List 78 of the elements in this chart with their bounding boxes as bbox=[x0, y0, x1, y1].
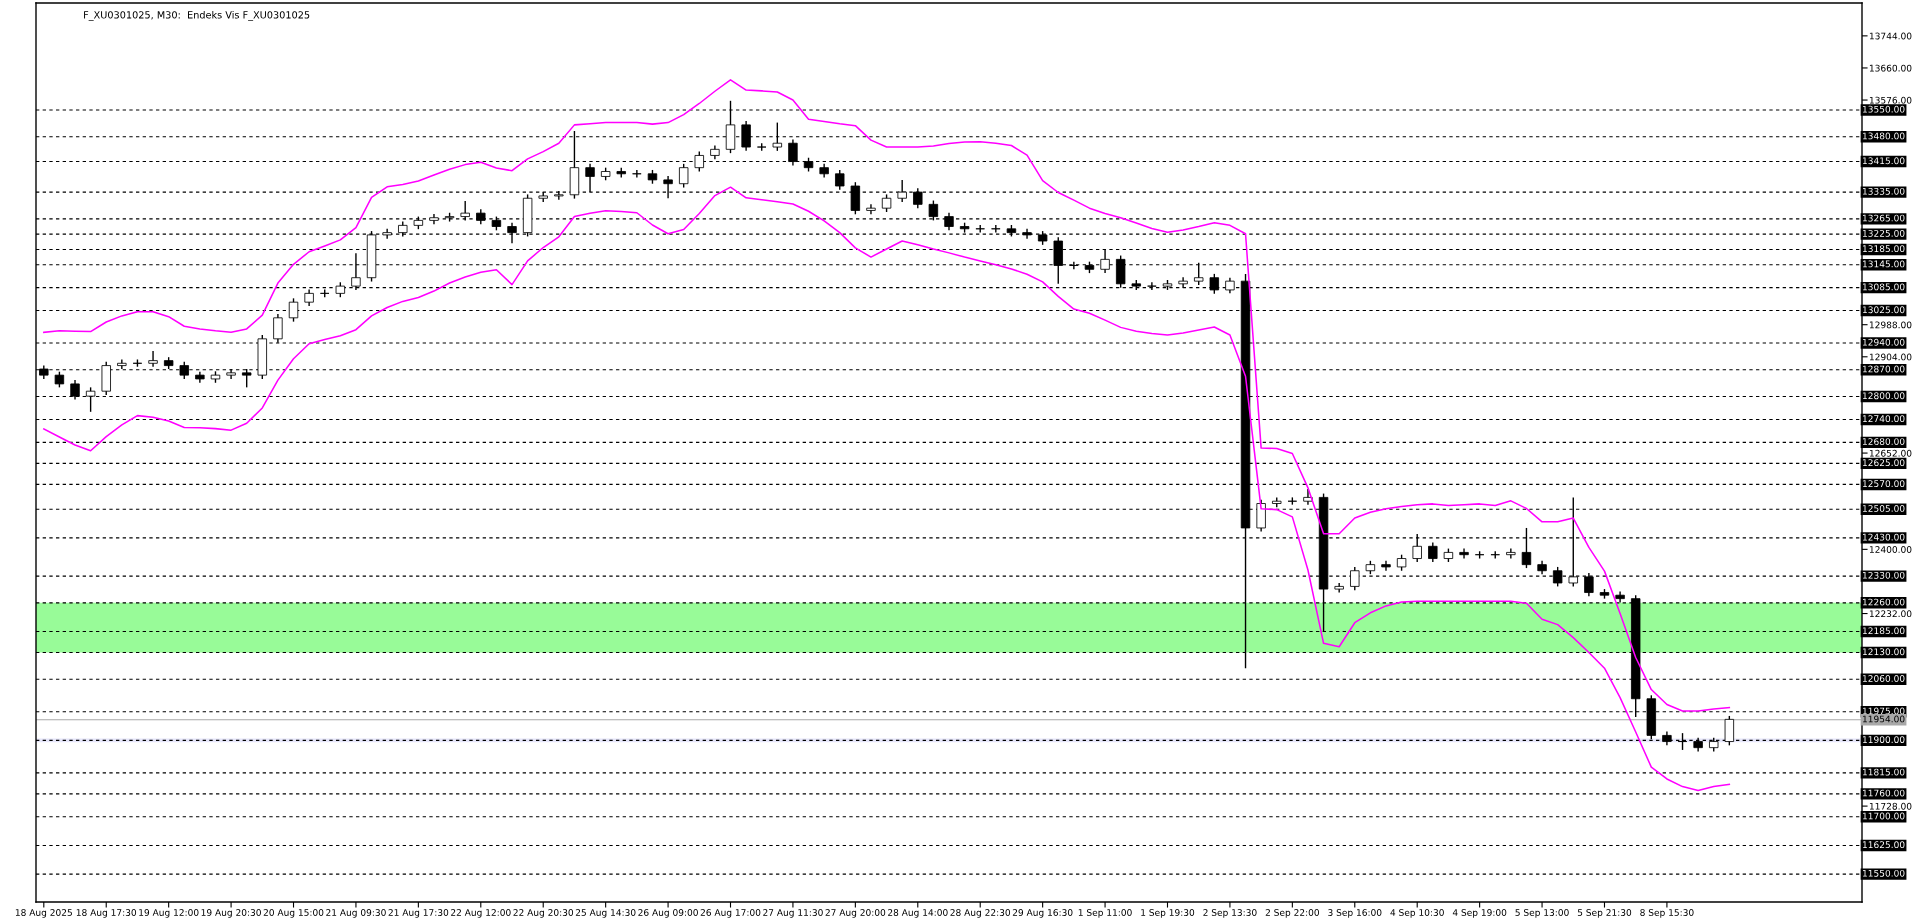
ref-line-label: 12130.00 bbox=[1862, 648, 1905, 656]
x-tick-label: 26 Aug 09:00 bbox=[638, 909, 698, 918]
ref-line-label: 12570.00 bbox=[1862, 480, 1905, 488]
y-tick-label: 11728.00 bbox=[1869, 802, 1912, 810]
ref-line-label: 13025.00 bbox=[1862, 306, 1905, 314]
candlestick bbox=[866, 203, 876, 215]
ref-line-label: 13085.00 bbox=[1862, 283, 1905, 291]
x-tick-label: 19 Aug 12:00 bbox=[139, 909, 199, 918]
x-tick-label: 1 Sep 19:30 bbox=[1141, 909, 1195, 918]
ref-line-label: 12330.00 bbox=[1862, 571, 1905, 579]
candlestick bbox=[678, 163, 689, 189]
ref-line-label: 12740.00 bbox=[1862, 415, 1905, 423]
x-tick-label: 5 Sep 21:30 bbox=[1577, 909, 1632, 918]
candlestick bbox=[1428, 541, 1438, 563]
ref-line-label: 11700.00 bbox=[1862, 812, 1905, 820]
ref-line-label: 12940.00 bbox=[1862, 338, 1905, 346]
ref-line-label: 12800.00 bbox=[1862, 392, 1905, 400]
y-tick-label: 12400.00 bbox=[1869, 546, 1912, 553]
x-tick-label: 25 Aug 14:30 bbox=[575, 909, 636, 918]
x-tick-label: 4 Sep 19:00 bbox=[1452, 909, 1507, 918]
x-tick-label: 3 Sep 16:00 bbox=[1328, 909, 1382, 918]
y-tick-label: 12988.00 bbox=[1869, 321, 1912, 329]
candlestick bbox=[1506, 547, 1516, 560]
ref-line-label: 13145.00 bbox=[1862, 260, 1905, 268]
ref-line-label: 12870.00 bbox=[1862, 365, 1905, 373]
x-tick-label: 26 Aug 17:00 bbox=[700, 909, 761, 918]
ref-line-label: 12430.00 bbox=[1862, 533, 1905, 541]
y-tick-label: 12904.00 bbox=[1869, 353, 1912, 361]
candlestick bbox=[148, 350, 158, 368]
x-tick-label: 28 Aug 14:00 bbox=[888, 909, 948, 918]
x-tick-label: 22 Aug 20:30 bbox=[513, 909, 574, 918]
y-tick-label: 13744.00 bbox=[1869, 32, 1912, 40]
x-tick-label: 8 Sep 15:30 bbox=[1640, 909, 1694, 918]
ref-line-label: 13480.00 bbox=[1862, 132, 1905, 140]
x-tick-label: 1 Sep 11:00 bbox=[1078, 909, 1132, 918]
ref-line-label: 11954.00 bbox=[1862, 715, 1905, 723]
x-tick-label: 29 Aug 16:30 bbox=[1012, 909, 1073, 918]
line-series bbox=[43, 186, 1731, 792]
ref-line-label: 13265.00 bbox=[1862, 214, 1905, 222]
x-tick-label: 20 Aug 15:00 bbox=[263, 909, 324, 918]
ref-line-label: 13185.00 bbox=[1862, 245, 1905, 253]
ref-line-label: 12060.00 bbox=[1862, 675, 1905, 682]
x-tick-label: 22 Aug 12:00 bbox=[451, 909, 511, 918]
candlestick bbox=[1334, 582, 1344, 594]
x-tick-label: 18 Aug 17:30 bbox=[76, 909, 137, 918]
ref-line-label: 13415.00 bbox=[1862, 157, 1905, 165]
x-tick-label: 5 Sep 13:00 bbox=[1515, 909, 1569, 918]
x-tick-label: 2 Sep 22:00 bbox=[1265, 909, 1320, 918]
y-tick-label: 13576.00 bbox=[1869, 96, 1912, 104]
x-tick-label: 2 Sep 13:30 bbox=[1203, 909, 1257, 918]
ref-line-label: 11550.00 bbox=[1862, 869, 1905, 877]
x-tick-label: 27 Aug 11:30 bbox=[763, 909, 823, 918]
candlestick bbox=[1459, 547, 1469, 560]
ref-line-label: 12185.00 bbox=[1862, 627, 1905, 635]
y-tick-label: 12232.00 bbox=[1869, 610, 1912, 618]
x-tick-label: 21 Aug 17:30 bbox=[388, 909, 449, 918]
ref-line-label: 13550.00 bbox=[1862, 105, 1905, 113]
text: F_XU0301025, M30: Endeks Vis F_XU0301025 bbox=[84, 11, 310, 21]
ref-line-label: 12505.00 bbox=[1862, 505, 1905, 512]
x-tick-label: 27 Aug 20:00 bbox=[825, 909, 886, 918]
y-tick-label: 13660.00 bbox=[1869, 64, 1912, 72]
x-tick-label: 21 Aug 09:30 bbox=[326, 909, 386, 918]
ref-line-label: 11760.00 bbox=[1862, 789, 1905, 797]
ref-line-label: 13225.00 bbox=[1862, 229, 1905, 237]
ref-line-label: 13335.00 bbox=[1862, 187, 1905, 195]
ref-line-label: 11815.00 bbox=[1862, 768, 1905, 776]
ref-line-label: 12260.00 bbox=[1862, 598, 1905, 606]
line-series bbox=[43, 79, 1731, 712]
y-tick-label: 12652.00 bbox=[1869, 449, 1912, 457]
x-tick-label: 18 Aug 2025 bbox=[15, 909, 72, 918]
ref-line-label: 12625.00 bbox=[1862, 459, 1905, 467]
x-tick-label: 28 Aug 22:30 bbox=[950, 909, 1011, 918]
ref-line-label: 12680.00 bbox=[1862, 438, 1905, 445]
x-tick-label: 4 Sep 10:30 bbox=[1390, 909, 1444, 918]
ref-line-label: 11625.00 bbox=[1862, 841, 1905, 849]
ref-line-label: 11975.00 bbox=[1862, 707, 1905, 715]
ref-line-label: 11900.00 bbox=[1862, 736, 1905, 744]
x-tick-label: 19 Aug 20:30 bbox=[201, 909, 261, 918]
